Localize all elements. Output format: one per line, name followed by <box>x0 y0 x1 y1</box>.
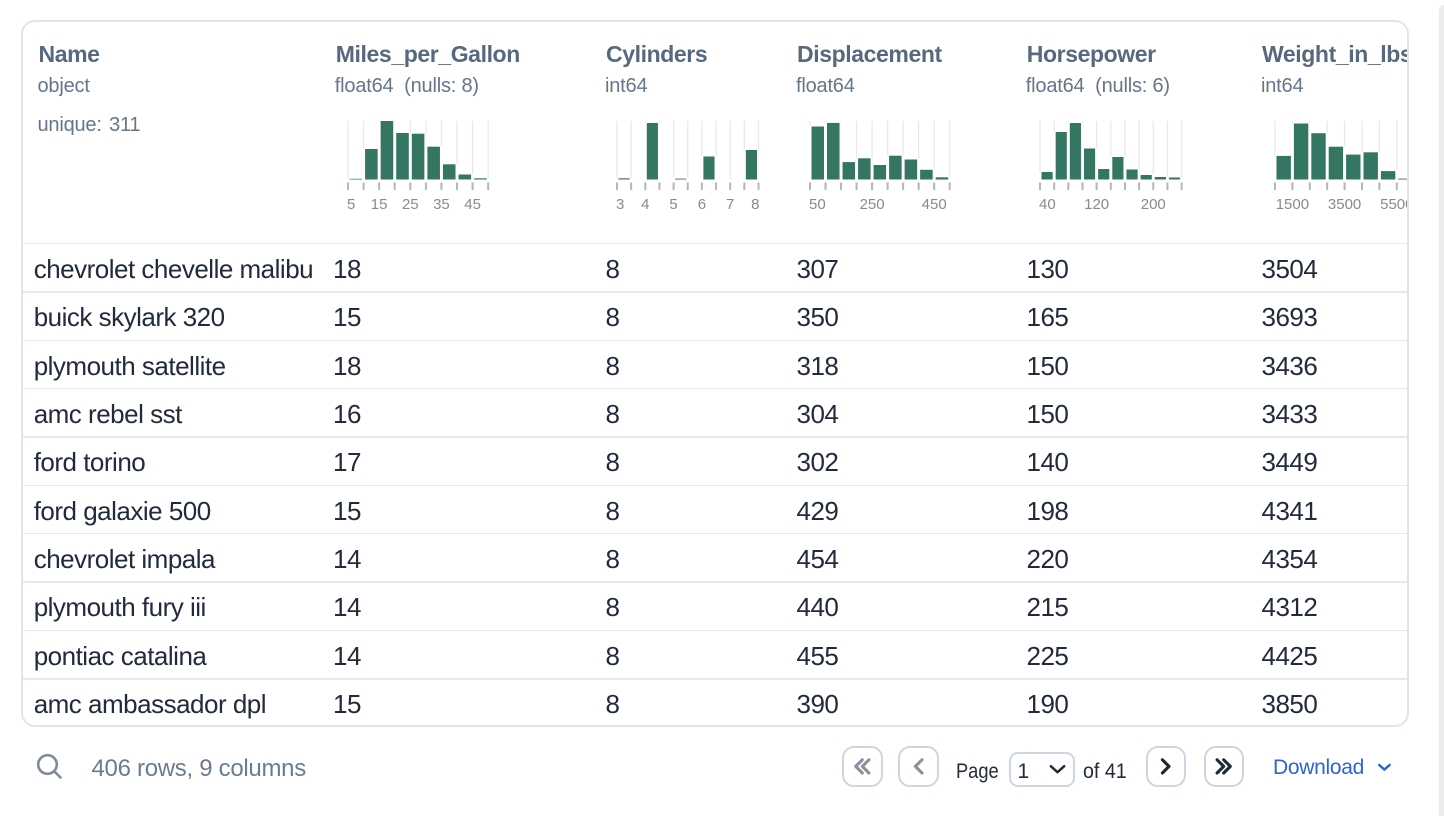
svg-text:3: 3 <box>616 196 624 213</box>
svg-text:200: 200 <box>1140 196 1165 213</box>
svg-text:8: 8 <box>752 196 760 213</box>
svg-text:15: 15 <box>371 196 388 213</box>
svg-text:3500: 3500 <box>1328 196 1361 213</box>
svg-text:45: 45 <box>465 196 482 213</box>
svg-text:1500: 1500 <box>1276 196 1309 213</box>
svg-text:120: 120 <box>1084 196 1109 213</box>
svg-text:4: 4 <box>642 196 650 213</box>
svg-text:250: 250 <box>859 196 884 213</box>
svg-text:7: 7 <box>726 196 734 213</box>
svg-text:5: 5 <box>670 196 678 213</box>
svg-text:25: 25 <box>402 196 419 213</box>
svg-text:5500: 5500 <box>1380 196 1409 213</box>
svg-text:40: 40 <box>1039 196 1056 213</box>
svg-text:5: 5 <box>347 196 355 213</box>
svg-text:50: 50 <box>809 196 826 213</box>
svg-text:35: 35 <box>433 196 450 213</box>
svg-text:450: 450 <box>921 196 946 213</box>
svg-text:6: 6 <box>698 196 706 213</box>
